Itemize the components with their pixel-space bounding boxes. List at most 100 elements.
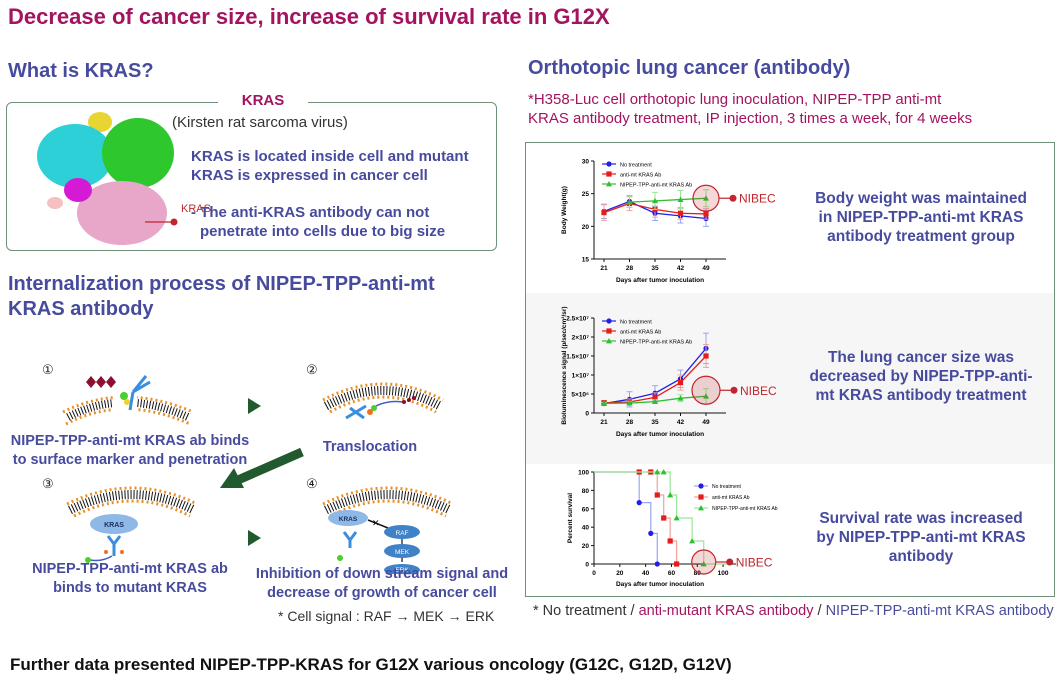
step-1-caption: NIPEP-TPP-anti-mt KRAS ab binds to surfa… bbox=[5, 432, 255, 470]
step-2-membrane-diagram bbox=[322, 382, 444, 420]
data-point bbox=[626, 400, 633, 406]
y-axis-label: Body Weight(g) bbox=[561, 186, 568, 234]
data-point bbox=[703, 195, 709, 201]
kras-desc-line-2: KRAS is expressed in cancer cell bbox=[191, 167, 428, 184]
legend-marker bbox=[606, 318, 612, 324]
data-point bbox=[654, 492, 660, 498]
nibec-pointer-dot bbox=[729, 194, 737, 202]
y-tick-label: 25 bbox=[582, 191, 590, 198]
legend-note-separator: / bbox=[813, 603, 826, 619]
data-point bbox=[652, 197, 658, 204]
step-4-membrane-diagram: KRAS ✕ RAF MEK bbox=[322, 486, 454, 562]
legend-note-anti-mt: anti-mutant KRAS antibody bbox=[638, 603, 814, 619]
y-tick-label: 0 bbox=[585, 562, 589, 569]
legend-marker bbox=[606, 328, 612, 334]
legend-marker bbox=[606, 171, 612, 177]
x-tick-label: 40 bbox=[642, 570, 650, 577]
y-tick-label: 80 bbox=[582, 488, 590, 495]
block-x-icon: ✕ bbox=[372, 518, 380, 528]
orthotopic-method-note: *H358-Luc cell orthotopic lung inoculati… bbox=[528, 90, 972, 128]
step-4-caption-line-1: Inhibition of down stream signal and bbox=[255, 566, 509, 582]
result-2-line-2: decreased by NIPEP-TPP-anti- bbox=[809, 368, 1033, 385]
nibec-pointer-dot bbox=[730, 386, 738, 394]
orthotopic-heading: Orthotopic lung cancer (antibody) bbox=[528, 57, 851, 79]
nibec-label: NIBEC bbox=[736, 556, 773, 570]
data-point bbox=[703, 393, 709, 399]
step-4-caption-line-2: decrease of growth of cancer cell bbox=[267, 585, 497, 601]
y-tick-label: 0 bbox=[585, 411, 589, 418]
kras-protein-icon bbox=[90, 514, 138, 534]
tumor-size-result: The lung cancer size was decreased by NI… bbox=[796, 348, 1046, 405]
y-tick-label: 60 bbox=[582, 506, 590, 513]
surface-marker-icon bbox=[86, 376, 96, 388]
x-tick-label: 35 bbox=[651, 265, 659, 272]
antibody-icon bbox=[345, 404, 367, 420]
arrow-step1-to-step2 bbox=[248, 398, 261, 414]
arrow-step3-to-step4 bbox=[248, 530, 261, 546]
data-point bbox=[661, 515, 667, 521]
step-3-caption: NIPEP-TPP-anti-mt KRAS ab binds to mutan… bbox=[5, 560, 255, 598]
data-point bbox=[689, 538, 696, 544]
data-point bbox=[636, 500, 642, 506]
nibec-pointer-dot bbox=[726, 558, 734, 566]
x-tick-label: 100 bbox=[718, 570, 729, 577]
survival-band: Survival rate was increased by NIPEP-TPP… bbox=[526, 464, 1054, 596]
legend-label: NIPEP-TPP-anti-mt KRAS Ab bbox=[620, 183, 692, 189]
y-axis-label: Percent survival bbox=[567, 493, 574, 543]
diagonal-arrow-icon bbox=[220, 468, 244, 488]
x-axis-label: Days after tumor inoculation bbox=[616, 277, 704, 284]
result-2-line-3: mt KRAS antibody treatment bbox=[815, 387, 1027, 404]
bioluminescence-chart: 0 5×10⁶ 1×10⁷ 1.5×10⁷ 2×10⁷ 2.5×10⁷ 21 28 35 42 49… bbox=[561, 306, 777, 438]
y-tick-label: 2.5×10⁷ bbox=[566, 316, 589, 323]
data-point bbox=[652, 394, 658, 401]
legend-label: NIPEP-TPP-anti-mt KRAS Ab bbox=[620, 340, 692, 346]
nibec-highlight-circle bbox=[691, 549, 717, 575]
data-point bbox=[601, 210, 607, 216]
step-2-number: ② bbox=[306, 362, 318, 377]
y-tick-label: 5×10⁶ bbox=[571, 392, 589, 399]
data-point bbox=[626, 199, 633, 205]
step-1-membrane-diagram bbox=[62, 375, 194, 426]
y-axis-label: Bioluminescence signal (p/sec/cm²/sr) bbox=[561, 306, 568, 424]
nibec-highlight-circle bbox=[692, 184, 720, 212]
x-tick-label: 20 bbox=[616, 570, 624, 577]
nibec-label: NIBEC bbox=[739, 192, 776, 206]
raf-node bbox=[384, 525, 420, 539]
y-tick-label: 30 bbox=[582, 159, 590, 166]
legend-label: anti-mt KRAS Ab bbox=[620, 173, 661, 179]
legend-marker bbox=[698, 483, 704, 489]
cell-signal-note: * Cell signal : RAF → MEK → ERK bbox=[278, 608, 495, 624]
kras-antibody-note: - The anti-KRAS antibody can not penetra… bbox=[191, 203, 445, 241]
method-note-line-1: *H358-Luc cell orthotopic lung inoculati… bbox=[528, 91, 942, 108]
internalization-heading: Internalization process of NIPEP-TPP-ant… bbox=[8, 272, 435, 322]
internalization-heading-line-2: KRAS antibody bbox=[8, 298, 154, 320]
legend-note-nipep: NIPEP-TPP-anti-mt KRAS antibody bbox=[825, 603, 1054, 619]
data-point bbox=[677, 395, 684, 401]
result-3-line-3: antibody bbox=[888, 548, 954, 565]
y-tick-label: 20 bbox=[582, 224, 590, 231]
page-title: Decrease of cancer size, increase of sur… bbox=[8, 4, 610, 29]
kras-note-line-1: - The anti-KRAS antibody can not bbox=[191, 204, 430, 221]
x-axis-label: Days after tumor inoculation bbox=[616, 431, 704, 438]
antibody-icon bbox=[128, 375, 151, 411]
body-weight-chart: 15 20 25 30 21 28 35 42 49 Days after tumor inocu… bbox=[561, 159, 776, 285]
x-tick-label: 21 bbox=[600, 265, 608, 272]
data-point bbox=[660, 469, 667, 475]
x-tick-label: 28 bbox=[626, 419, 634, 426]
legend-marker bbox=[606, 181, 612, 187]
legend-marker bbox=[606, 338, 612, 344]
data-point bbox=[700, 561, 707, 567]
x-tick-label: 80 bbox=[694, 570, 702, 577]
data-point bbox=[677, 380, 684, 386]
antibody-icon bbox=[342, 531, 358, 548]
step-3-caption-line-1: NIPEP-TPP-anti-mt KRAS ab bbox=[32, 561, 228, 577]
y-tick-label: 20 bbox=[582, 543, 590, 550]
legend-label: No treatment bbox=[712, 484, 742, 490]
legend-label: anti-mt KRAS Ab bbox=[620, 330, 661, 336]
x-tick-label: 42 bbox=[677, 265, 685, 272]
legend-marker bbox=[606, 161, 612, 167]
blocked-signal-arrow bbox=[367, 519, 389, 529]
y-tick-label: 1.5×10⁷ bbox=[566, 354, 589, 361]
survival-curve-0 bbox=[594, 471, 658, 564]
data-point bbox=[667, 538, 673, 544]
